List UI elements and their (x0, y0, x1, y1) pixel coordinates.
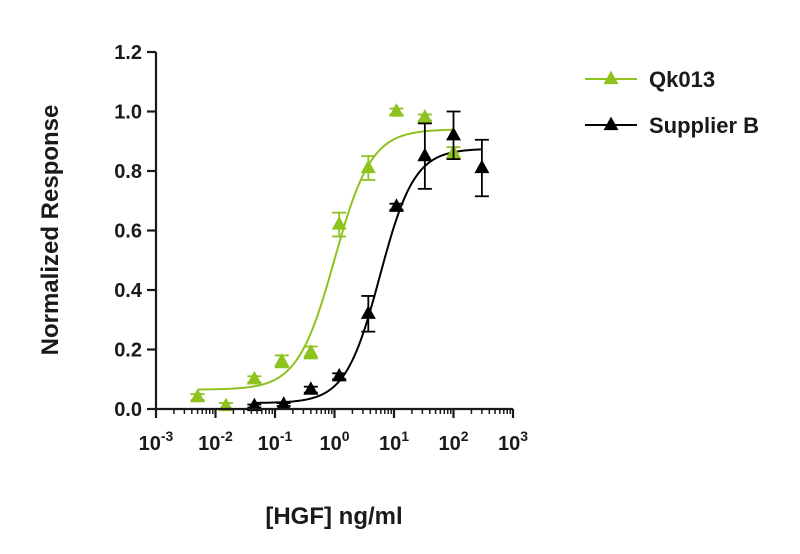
x-tick-label-exponent: 1 (401, 428, 409, 444)
data-point-series-0 (331, 216, 347, 230)
data-point-series-1 (360, 305, 376, 319)
y-tick-label: 0.6 (114, 221, 142, 243)
x-tick-label-exponent: 2 (461, 428, 469, 444)
x-tick-label-base: 10 (258, 433, 280, 455)
x-tick-label: 10-2 (198, 428, 233, 455)
legend-label-series-0: Qk013 (649, 67, 715, 92)
data-point-series-1 (474, 159, 490, 174)
legend-marker-series-0 (603, 70, 619, 85)
data-point-series-0 (190, 388, 206, 403)
fit-curves (197, 128, 482, 404)
legend-marker-series-1 (603, 116, 619, 131)
x-tick-label: 103 (498, 428, 528, 455)
tick-marks (147, 50, 515, 418)
data-point-series-0 (360, 159, 376, 174)
y-tick-label: 1.2 (114, 42, 142, 64)
data-point-series-0 (218, 397, 234, 412)
y-tick-label: 1.0 (114, 102, 142, 124)
x-tick-label: 101 (379, 428, 409, 455)
data-points (190, 103, 490, 412)
x-tick-label: 10-1 (258, 428, 293, 455)
y-axis-title: Normalized Response (37, 105, 64, 356)
fit-curve-series-0 (197, 128, 454, 391)
data-point-series-1 (246, 397, 262, 412)
x-axis-title: [HGF] ng/ml (265, 503, 402, 530)
data-point-series-0 (274, 353, 290, 367)
x-tick-label-exponent: -1 (280, 428, 293, 444)
fit-curve-series-1 (254, 148, 482, 404)
tick-labels: 0.00.20.40.60.81.01.210-3 10-2 10-1 100 101 1… (114, 42, 528, 455)
data-point-series-0 (246, 370, 262, 385)
x-tick-label-base: 10 (319, 433, 341, 455)
axes (154, 52, 513, 411)
x-tick-label: 102 (438, 428, 468, 455)
x-tick-label-exponent: 0 (342, 428, 350, 444)
x-tick-label-base: 10 (379, 433, 401, 455)
legend-label-series-1: Supplier B (649, 113, 759, 138)
y-tick-label: 0.4 (114, 280, 143, 302)
data-point-series-0 (388, 103, 404, 117)
x-tick-label-exponent: 3 (520, 428, 528, 444)
y-tick-label: 0.8 (114, 161, 142, 183)
x-tick-label-exponent: -2 (220, 428, 233, 444)
y-tick-label: 0.0 (114, 399, 142, 421)
x-tick-label-base: 10 (438, 433, 460, 455)
data-point-series-1 (446, 126, 461, 141)
data-point-series-1 (417, 147, 433, 162)
data-point-series-1 (303, 381, 319, 395)
y-tick-label: 0.2 (114, 340, 142, 362)
x-tick-label: 10-3 (139, 428, 174, 455)
x-tick-label-exponent: -3 (161, 428, 174, 444)
x-tick-label-base: 10 (139, 433, 161, 455)
legend: Qk013 Supplier B (585, 67, 759, 138)
x-tick-label-base: 10 (198, 433, 220, 455)
data-point-series-1 (276, 396, 292, 410)
data-point-series-1 (388, 198, 404, 212)
data-point-series-1 (331, 367, 347, 382)
x-tick-label-base: 10 (498, 433, 520, 455)
x-tick-label: 100 (319, 428, 349, 455)
data-point-series-0 (303, 344, 319, 358)
data-point-series-0 (417, 109, 433, 123)
